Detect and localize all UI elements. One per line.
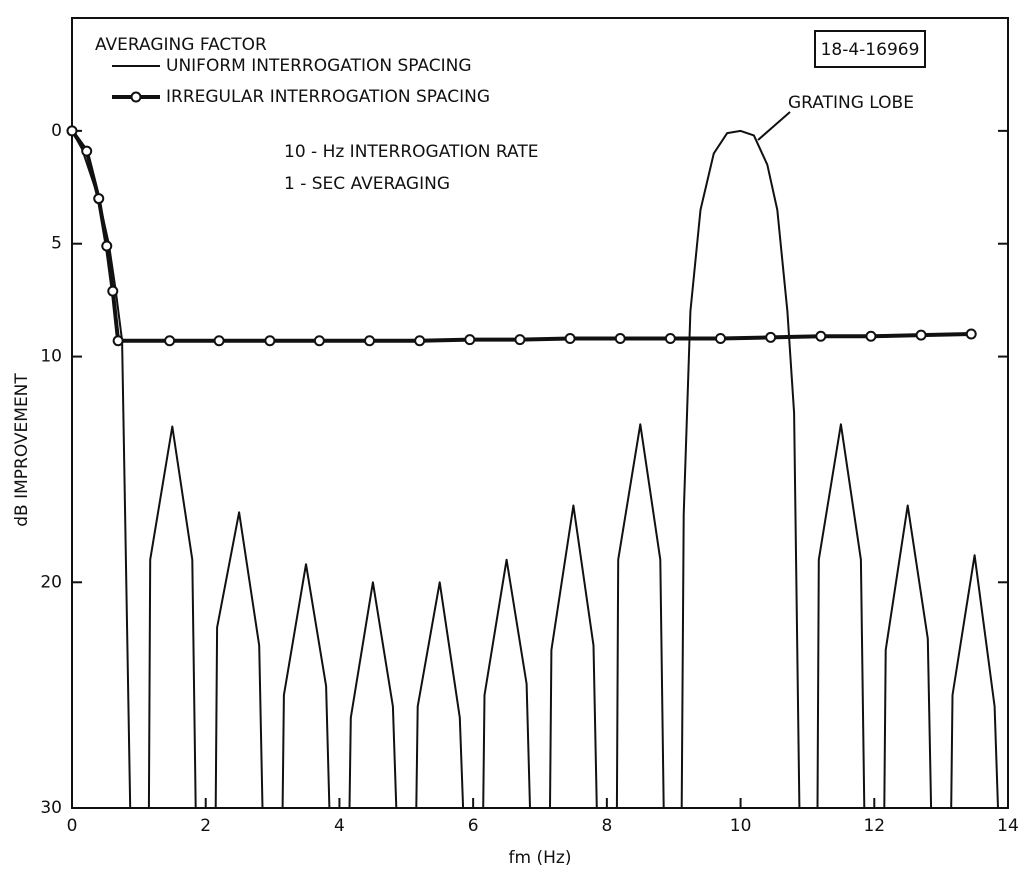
y-tick-label: 20 [40,572,62,592]
data-point [93,193,105,205]
y-axis-label: dB IMPROVEMENT [12,373,32,527]
y-tick-label: 30 [40,798,62,818]
x-tick-label: 14 [997,816,1019,836]
data-point [414,335,426,347]
y-tick-label: 10 [40,347,62,367]
data-point [101,240,113,252]
data-point [213,335,225,347]
x-tick-label: 6 [468,816,479,836]
figure-id: 18-4-16969 [821,40,920,60]
data-point [264,335,276,347]
y-tick-label: 0 [51,121,62,141]
data-point [915,329,927,341]
data-point [865,330,877,342]
annotation: GRATING LOBE [788,93,914,113]
x-axis-label: fm (Hz) [509,848,572,868]
data-point [364,335,376,347]
data-point [107,285,119,297]
x-tick-label: 8 [601,816,612,836]
data-point [81,145,93,157]
data-point [664,333,676,345]
legend-title: AVERAGING FACTOR [95,35,267,55]
legend-label: IRREGULAR INTERROGATION SPACING [166,87,490,107]
data-point [164,335,176,347]
legend-marker [130,91,142,103]
x-tick-label: 2 [200,816,211,836]
data-point [66,125,78,137]
data-point [112,335,124,347]
data-line [71,129,1008,809]
annotation: 1 - SEC AVERAGING [284,174,450,194]
annotation: 10 - Hz INTERROGATION RATE [284,142,539,162]
data-point [815,330,827,342]
data-point [965,328,977,340]
x-tick-label: 10 [730,816,752,836]
y-tick-label: 5 [51,234,62,254]
x-tick-label: 4 [334,816,345,836]
data-point [514,334,526,346]
legend-label: UNIFORM INTERROGATION SPACING [166,56,472,76]
x-tick-label: 0 [67,816,78,836]
data-line [70,129,972,343]
data-point [765,331,777,343]
id-box [814,30,926,68]
data-point [313,335,325,347]
data-point [464,334,476,346]
data-point [715,333,727,345]
data-point [564,333,576,345]
annotation-arrow [757,111,791,141]
x-tick-label: 12 [863,816,885,836]
plot-frame [71,17,1009,809]
data-point [614,333,626,345]
